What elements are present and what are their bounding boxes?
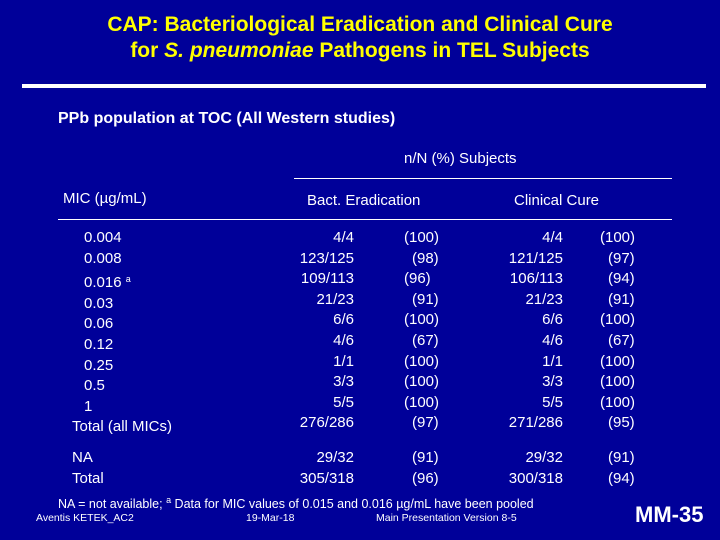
- clin-percent-cell: (100): [600, 352, 636, 370]
- clin-percent-cell: (91): [608, 290, 635, 308]
- bact-fraction-column: 4/4 123/125 109/113 21/23 6/6 4/6 1/1 3/…: [268, 228, 354, 434]
- clin-fraction-cell: 300/318: [508, 469, 563, 487]
- clinical-cure-header: Clinical Cure: [514, 192, 600, 209]
- title-line-2-pre: for: [130, 39, 165, 62]
- group-header-rule: [294, 178, 672, 179]
- mic-cell-total: Total: [72, 469, 104, 487]
- bact-fraction-cell: 4/6: [333, 331, 354, 349]
- clin-percent-cell: (100): [600, 393, 636, 411]
- bact-percent-cell: (100): [404, 393, 440, 411]
- bact-percent-cell: (96): [404, 270, 431, 288]
- clin-fraction-cell: 5/5: [542, 393, 563, 411]
- clin-percent-cell: (100): [600, 373, 636, 391]
- clin-fraction-cell: 271/286: [508, 414, 563, 432]
- clin-fraction-cell: 6/6: [542, 311, 563, 329]
- clin-percent-cell: (67): [608, 331, 635, 349]
- footnote-post: Data for MIC values of 0.015 and 0.016 µ…: [171, 497, 534, 511]
- clin-percent-cell: (100): [600, 311, 636, 329]
- clin-percent-column-na: (91) (94): [600, 448, 660, 489]
- footnote-marker: a: [166, 495, 172, 505]
- bact-percent-cell: (100): [404, 373, 440, 391]
- bact-percent-column-na: (91) (96): [404, 448, 464, 489]
- mic-column-na: NA Total: [72, 448, 252, 489]
- footnote: NA = not available; a Data for MIC value…: [58, 495, 534, 511]
- bact-fraction-column-na: 29/32 305/318: [268, 448, 354, 489]
- mic-cell-value: 0.016: [84, 274, 126, 292]
- clin-percent-cell: (94): [608, 469, 635, 487]
- bact-fraction-cell: 123/125: [299, 249, 354, 267]
- footer-version: Main Presentation Version 8-5: [376, 512, 517, 524]
- bact-fraction-cell: 29/32: [316, 449, 354, 466]
- bact-fraction-cell: 109/113: [300, 270, 354, 288]
- clin-percent-cell: (91): [608, 449, 635, 466]
- clin-fraction-cell: 3/3: [542, 373, 563, 391]
- title-divider: [22, 84, 706, 88]
- clin-fraction-cell: 29/32: [525, 449, 563, 466]
- mic-cell: 0.5: [84, 377, 105, 395]
- bact-percent-cell: (100): [404, 311, 440, 329]
- clin-percent-cell: (94): [608, 270, 635, 288]
- mic-cell: 0.004: [84, 229, 122, 246]
- title-line-2: for S. pneumoniae Pathogens in TEL Subje…: [0, 38, 720, 64]
- slide-title: CAP: Bacteriological Eradication and Cli…: [0, 12, 720, 64]
- bact-percent-cell: (96): [412, 469, 439, 487]
- mic-cell: 0.25: [84, 356, 114, 374]
- group-header: n/N (%) Subjects: [404, 150, 517, 167]
- clin-fraction-cell: 21/23: [525, 290, 563, 308]
- mic-cell: 0.008: [84, 249, 122, 267]
- footnote-pre: NA = not available;: [58, 497, 167, 511]
- clin-fraction-column-na: 29/32 300/318: [480, 448, 563, 489]
- mic-cell: 0.03: [84, 294, 114, 312]
- bact-percent-cell: (67): [412, 331, 439, 349]
- title-line-2-italic: S. pneumoniae: [164, 39, 314, 62]
- footnote-marker: a: [125, 274, 131, 285]
- bact-fraction-cell: 276/286: [299, 414, 354, 432]
- clin-percent-cell: (97): [608, 249, 635, 267]
- footer-source: Aventis KETEK_AC2: [36, 512, 134, 524]
- clin-fraction-cell: 121/125: [508, 249, 563, 267]
- bact-fraction-cell: 305/318: [299, 469, 354, 487]
- mic-cell-total: Total (all MICs): [72, 418, 173, 436]
- bact-percent-cell: (91): [412, 290, 439, 308]
- bact-fraction-cell: 3/3: [333, 373, 354, 391]
- bact-fraction-cell: 4/4: [333, 229, 354, 246]
- bact-eradication-header: Bact. Eradication: [307, 192, 421, 209]
- bact-fraction-cell: 5/5: [333, 393, 354, 411]
- bact-fraction-cell: 21/23: [316, 290, 354, 308]
- mic-cell: 1: [84, 397, 93, 415]
- subtitle: PPb population at TOC (All Western studi…: [58, 110, 396, 127]
- clin-percent-column: (100) (97) (94) (91) (100) (67) (100) (1…: [600, 228, 660, 434]
- clin-fraction-cell: 4/6: [542, 331, 563, 349]
- clin-fraction-column: 4/4 121/125 106/113 21/23 6/6 4/6 1/1 3/…: [480, 228, 563, 434]
- page-number: MM-35: [635, 502, 704, 527]
- bact-percent-cell: (98): [412, 249, 439, 267]
- title-line-2-post: Pathogens in TEL Subjects: [313, 39, 590, 62]
- bact-percent-cell: (91): [412, 449, 439, 466]
- footer-date: 19-Mar-18: [246, 512, 295, 524]
- clin-fraction-cell: 4/4: [542, 229, 563, 246]
- mic-cell: 0.06: [84, 315, 114, 333]
- title-line-1: CAP: Bacteriological Eradication and Cli…: [107, 13, 613, 36]
- clin-percent-cell: (95): [608, 414, 635, 432]
- header-rule: [58, 219, 672, 220]
- clin-percent-cell: (100): [600, 229, 636, 246]
- mic-header: MIC (µg/mL): [63, 190, 147, 207]
- bact-percent-cell: (100): [404, 352, 440, 370]
- clin-fraction-cell: 106/113: [509, 270, 563, 288]
- bact-fraction-cell: 1/1: [333, 352, 354, 370]
- clin-fraction-cell: 1/1: [542, 352, 563, 370]
- mic-cell: 0.12: [84, 335, 114, 353]
- bact-percent-cell: (100): [404, 229, 440, 246]
- bact-fraction-cell: 6/6: [333, 311, 354, 329]
- mic-column: 0.004 0.008 0.016 a 0.03 0.06 0.12 0.25 …: [72, 228, 252, 438]
- bact-percent-column: (100) (98) (96) (91) (100) (67) (100) (1…: [404, 228, 464, 434]
- mic-cell: NA: [72, 449, 93, 466]
- bact-percent-cell: (97): [412, 414, 439, 432]
- mic-cell: 0.016 a: [72, 269, 252, 294]
